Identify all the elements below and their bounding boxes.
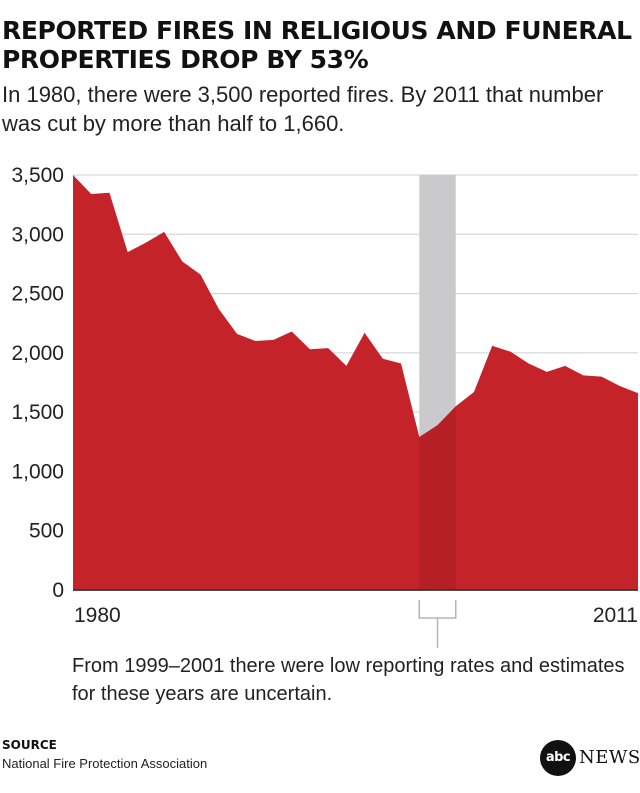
y-tick-label: 1,500 <box>11 401 64 424</box>
area-fill <box>73 175 638 590</box>
chart-title: REPORTED FIRES IN RELIGIOUS AND FUNERAL … <box>2 16 632 74</box>
uncertainty-bracket <box>418 600 457 648</box>
area-chart: 0 500 1,000 1,500 2,000 2,500 3,000 3,500 1980 2… <box>11 164 639 648</box>
source-text: National Fire Protection Association <box>2 756 208 771</box>
abc-news-logo: abc NEWS <box>540 738 640 778</box>
uncertainty-band-shade <box>419 175 456 590</box>
y-axis-ticks: 0 500 1,000 1,500 2,000 2,500 3,000 3,500 <box>11 164 64 602</box>
y-tick-label: 3,500 <box>11 164 64 187</box>
x-tick-label: 2011 <box>593 604 638 627</box>
x-axis-ticks: 1980 2011 <box>74 604 638 627</box>
y-tick-label: 3,000 <box>11 223 64 246</box>
chart-subtitle: In 1980, there were 3,500 reported fires… <box>2 82 604 136</box>
area-series <box>72 174 639 591</box>
bracket-line <box>418 600 457 619</box>
y-tick-label: 500 <box>29 520 64 543</box>
y-tick-label: 0 <box>52 579 64 602</box>
x-tick-label: 1980 <box>74 604 121 627</box>
y-tick-label: 1,000 <box>11 460 64 483</box>
abc-logo-circle: abc <box>540 740 576 776</box>
y-tick-label: 2,500 <box>11 283 64 306</box>
uncertainty-note: From 1999–2001 there were low reporting … <box>72 655 625 705</box>
source-label: SOURCE <box>2 738 57 752</box>
y-tick-label: 2,000 <box>11 342 64 365</box>
news-wordmark: NEWS <box>579 747 640 768</box>
